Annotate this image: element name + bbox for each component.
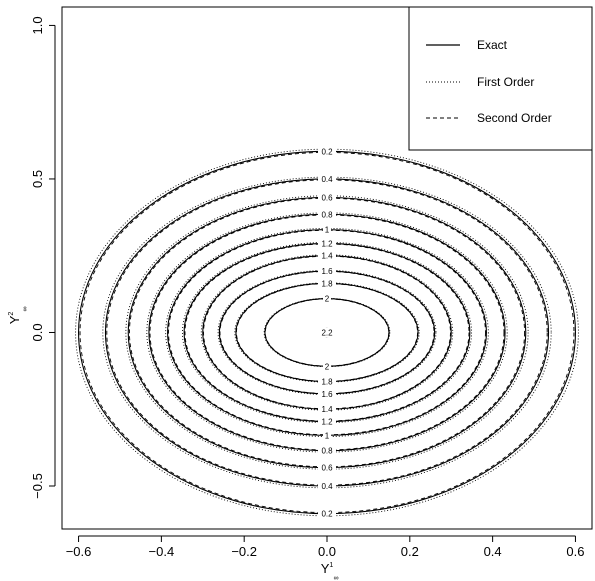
contour-label-bg: [318, 278, 336, 289]
x-tick-label: 0.2: [401, 544, 419, 559]
contour-label-bottom: 1.8: [321, 378, 333, 387]
x-axis-title-main: Y: [321, 561, 330, 576]
contour-label-bg: [318, 445, 336, 456]
contour-label-bg: [318, 462, 336, 473]
y-axis-title-sub: ∞: [22, 307, 29, 312]
contour-label-top: 0.4: [321, 175, 333, 184]
x-tick-label: 0.4: [484, 544, 502, 559]
contour-label-bg: [318, 376, 336, 387]
x-tick-label: −0.4: [149, 544, 175, 559]
contour-first-order-level-8: [234, 282, 420, 383]
x-tick-label: 0.0: [318, 544, 336, 559]
contour-first-order-level-6: [200, 254, 454, 411]
legend-label-second-order: Second Order: [477, 111, 552, 125]
contour-label-bg: [318, 481, 336, 492]
legend-box: [408, 6, 593, 151]
contour-label-bg: [323, 430, 331, 441]
contour-label-top: 1.2: [321, 239, 333, 248]
legend-label-first-order: First Order: [477, 75, 534, 89]
contour-label-bg: [318, 266, 336, 277]
contour-label-bg: [318, 146, 336, 157]
contour-label-bottom: 0.2: [321, 510, 333, 519]
contour-label-top: 0.2: [321, 147, 333, 156]
x-tick-label: −0.6: [66, 544, 92, 559]
contour-label-center: 2.2: [321, 328, 333, 337]
contour-second-order-level-9: [264, 298, 390, 367]
contour-label-bg: [318, 209, 336, 220]
contour-label-bottom: 0.8: [321, 447, 333, 456]
contour-label-bg: [318, 404, 336, 415]
y-tick-label: −0.5: [30, 473, 45, 499]
contour-labels: 0.2 0.2 0.4 0.4 0.6 0.6 0.8 0.8 1 1 1.2 1.2 1.4 1.4 1.…: [318, 146, 336, 519]
y-tick-label: 0.0: [30, 323, 45, 341]
contour-label-bg: [323, 224, 331, 235]
x-axis-title: Y1 ∞: [321, 561, 339, 581]
x-axis: −0.6 −0.4 −0.2 0.0 0.2 0.4 0.6: [66, 535, 584, 559]
y-tick-label: 1.0: [30, 16, 45, 34]
svg-text:Y1: Y1: [321, 561, 334, 576]
y-tick-label: 0.5: [30, 170, 45, 188]
plot-frame: [61, 6, 593, 530]
contour-label-bottom: 1: [325, 431, 330, 440]
contour-first-order-level-7: [217, 269, 437, 396]
legend-label-exact: Exact: [477, 38, 508, 52]
y-axis: −0.5 0.0 0.5 1.0: [30, 16, 56, 499]
x-axis-title-sup: 1: [329, 562, 333, 569]
y-axis-title: Y2 ∞: [7, 307, 29, 325]
contour-label-bottom: 0.4: [321, 482, 333, 491]
contour-label-top: 1.6: [321, 267, 333, 276]
contour-label-bg: [323, 361, 331, 372]
contour-first-order-level-9: [263, 297, 391, 368]
contour-label-top: 1.8: [321, 279, 333, 288]
y-axis-title-main: Y: [7, 315, 22, 324]
contour-label-bottom: 0.6: [321, 464, 333, 473]
contour-label-bg: [318, 388, 336, 399]
contour-label-top: 1.4: [321, 252, 333, 261]
x-tick-label: 0.6: [566, 544, 584, 559]
legend: Exact First Order Second Order: [408, 6, 593, 151]
svg-text:Y2: Y2: [7, 312, 22, 325]
x-axis-title-sub: ∞: [334, 575, 339, 581]
contour-label-bottom: 1.4: [321, 405, 333, 414]
contour-label-bottom: 2: [325, 362, 330, 371]
contour-label-bg: [318, 250, 336, 261]
contour-label-bottom: 1.6: [321, 390, 333, 399]
contour-label-top: 2: [325, 295, 330, 304]
contour-label-bg: [323, 293, 331, 304]
contour-label-bg: [318, 238, 336, 249]
contour-label-top: 1: [325, 226, 330, 235]
contour-second-order-level-8: [235, 283, 419, 382]
contour-label-bottom: 1.2: [321, 418, 333, 427]
contour-label-top: 0.6: [321, 193, 333, 202]
y-axis-title-sup: 2: [8, 312, 15, 316]
contour-first-order-level-0: [75, 148, 579, 517]
contour-label-bg: [318, 508, 336, 519]
contour-second-order-level-4: [168, 229, 486, 436]
contour-label-bg: [318, 416, 336, 427]
contour-label-top: 0.8: [321, 210, 333, 219]
contour-label-bg: [318, 192, 336, 203]
contour-label-bg: [318, 327, 336, 338]
x-tick-label: −0.2: [231, 544, 257, 559]
contour-label-bg: [318, 173, 336, 184]
